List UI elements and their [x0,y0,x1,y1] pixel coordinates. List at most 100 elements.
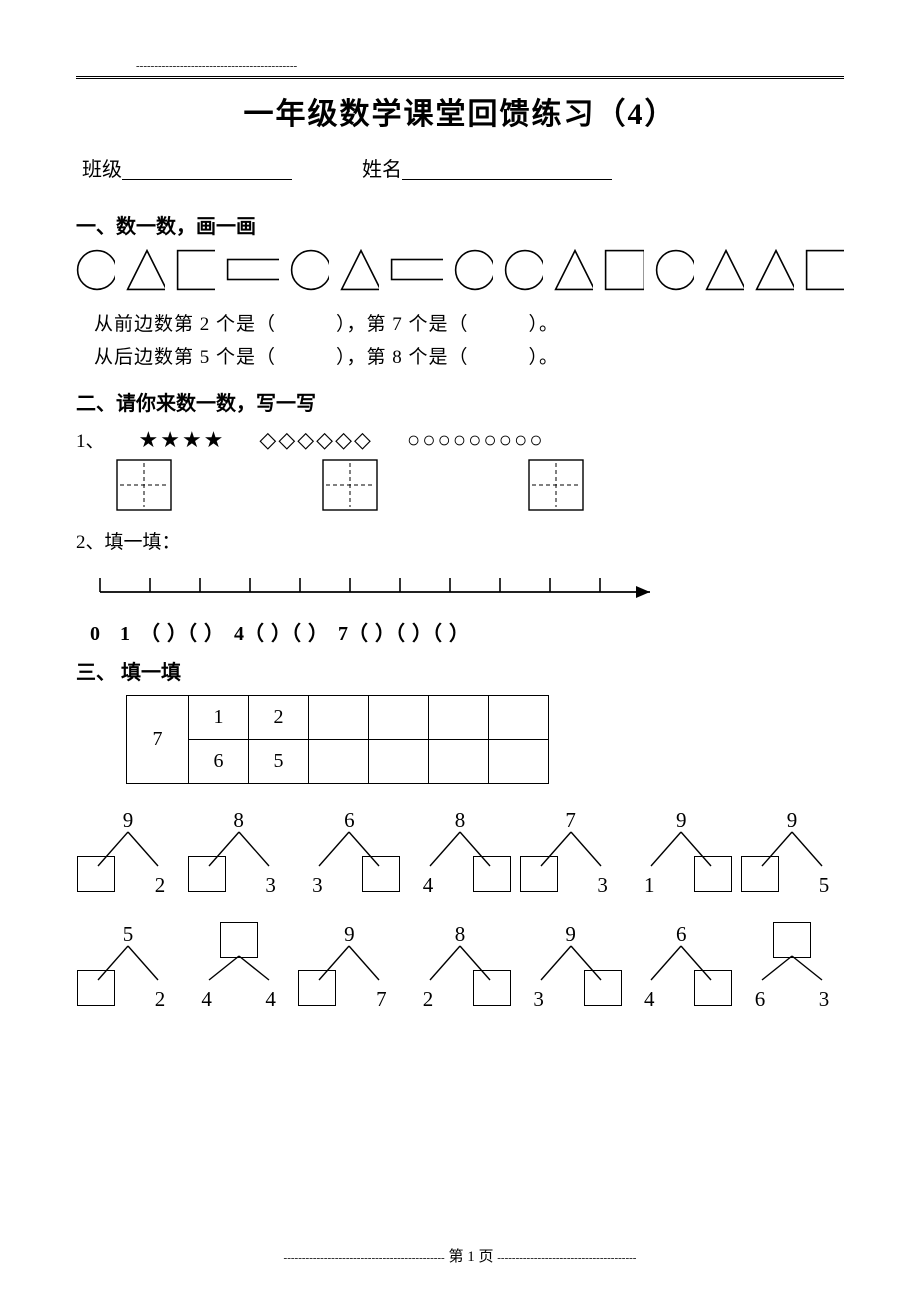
table-cell[interactable] [309,740,369,784]
number-bond: 91 [633,808,729,898]
name-blank[interactable] [402,160,612,180]
numberline-wrap [90,568,844,609]
bond-right: 3 [583,873,623,898]
number-bond: 93 [523,922,619,1012]
bond-left[interactable] [740,856,780,898]
section2-heading: 二、请你来数一数，写一写 [76,387,844,416]
number-bond: 84 [412,808,508,898]
diamonds-group: ◇◇◇◇◇◇ [259,427,373,453]
bond-left: 1 [629,873,669,898]
numberline-labels: 0 1 （ ）（ ） 4（ ）（ ） 7（ ）（ ）（ ） [90,617,844,646]
table-cell[interactable]: 5 [249,740,309,784]
circle-icon [655,249,694,291]
triangle-icon [705,249,744,291]
bonds-row-2: 52449782936463 [76,922,844,1012]
bond-right: 7 [361,987,401,1012]
bond-left[interactable] [76,970,116,1012]
table-cell[interactable] [369,696,429,740]
footer-dashes-left: ----------------------------------------… [284,1252,445,1264]
number-bond: 63 [744,922,840,1012]
table-cell[interactable]: 1 [189,696,249,740]
header-rule [76,76,844,79]
number-bond: 73 [523,808,619,898]
header-dashes: ----------------------------------------… [76,60,844,72]
table-cell[interactable] [429,696,489,740]
table-cell[interactable] [309,696,369,740]
bond-right: 3 [804,987,844,1012]
bond-right: 2 [140,987,180,1012]
number-bond: 63 [301,808,397,898]
count-row: 1、 ★★★★ ◇◇◇◇◇◇ ○○○○○○○○○ [76,426,844,453]
shapes-row [76,249,844,291]
section3-heading: 三、 填一填 [76,656,844,685]
bond-left[interactable] [187,856,227,898]
number-bond: 97 [301,922,397,1012]
bond-right[interactable] [361,856,401,898]
bond-left: 3 [297,873,337,898]
circles-group: ○○○○○○○○○ [407,427,545,453]
table-cell[interactable] [489,696,549,740]
triangle-icon [126,249,165,291]
bond-right: 2 [140,873,180,898]
bond-right: 4 [251,987,291,1012]
bond-left[interactable] [519,856,559,898]
numberline-svg [90,568,690,604]
count-lead: 1、 [76,426,105,453]
table-cell[interactable]: 6 [189,740,249,784]
bond-right[interactable] [472,856,512,898]
square-icon [176,249,215,291]
bond-left: 4 [629,987,669,1012]
circle-icon [454,249,493,291]
circle-icon [504,249,543,291]
table-cell[interactable] [429,740,489,784]
number-bond: 52 [80,922,176,1012]
table-cell[interactable] [369,740,429,784]
name-row: 班级 姓名 [82,153,844,182]
bond-left: 4 [187,987,227,1012]
rect-icon [226,249,279,291]
circle-icon [290,249,329,291]
circle-icon [76,249,115,291]
bond-left[interactable] [297,970,337,1012]
triangle-icon [340,249,379,291]
worksheet-page: ----------------------------------------… [0,0,920,1302]
bond-left: 6 [740,987,780,1012]
answer-box[interactable] [116,459,172,511]
page-title: 一年级数学课堂回馈练习（4） [76,89,844,133]
table-cell[interactable] [489,740,549,784]
answer-box[interactable] [322,459,378,511]
section3-table: 7 1 2 6 5 [126,695,549,784]
section1-q1: 从前边数第 2 个是（ ），第 7 个是（ ）。 [94,309,844,336]
class-label: 班级 [82,159,122,181]
bonds-row-1: 92836384739195 [76,808,844,898]
bond-right[interactable] [693,856,733,898]
bond-left[interactable] [76,856,116,898]
fill-lead: 2、填一填： [76,527,844,554]
number-bond: 95 [744,808,840,898]
table-cell[interactable]: 2 [249,696,309,740]
number-bond: 92 [80,808,176,898]
section1-heading: 一、数一数，画一画 [76,210,844,239]
table-lead: 7 [127,696,189,784]
bond-left: 4 [408,873,448,898]
footer-page-number: 第 1 页 [448,1249,493,1265]
rect-icon [390,249,443,291]
bond-left: 3 [519,987,559,1012]
bond-left: 2 [408,987,448,1012]
number-bond: 82 [412,922,508,1012]
class-blank[interactable] [122,160,292,180]
stars-group: ★★★★ [139,427,226,453]
number-bond: 83 [191,808,287,898]
square-icon [604,249,643,291]
answer-boxes [116,459,844,511]
name-label: 姓名 [362,159,402,181]
square-icon [805,249,844,291]
number-bond: 64 [633,922,729,1012]
bond-right: 5 [804,873,844,898]
number-bond: 44 [191,922,287,1012]
bond-right[interactable] [583,970,623,1012]
answer-box[interactable] [528,459,584,511]
triangle-icon [554,249,593,291]
bond-right[interactable] [693,970,733,1012]
bond-right[interactable] [472,970,512,1012]
